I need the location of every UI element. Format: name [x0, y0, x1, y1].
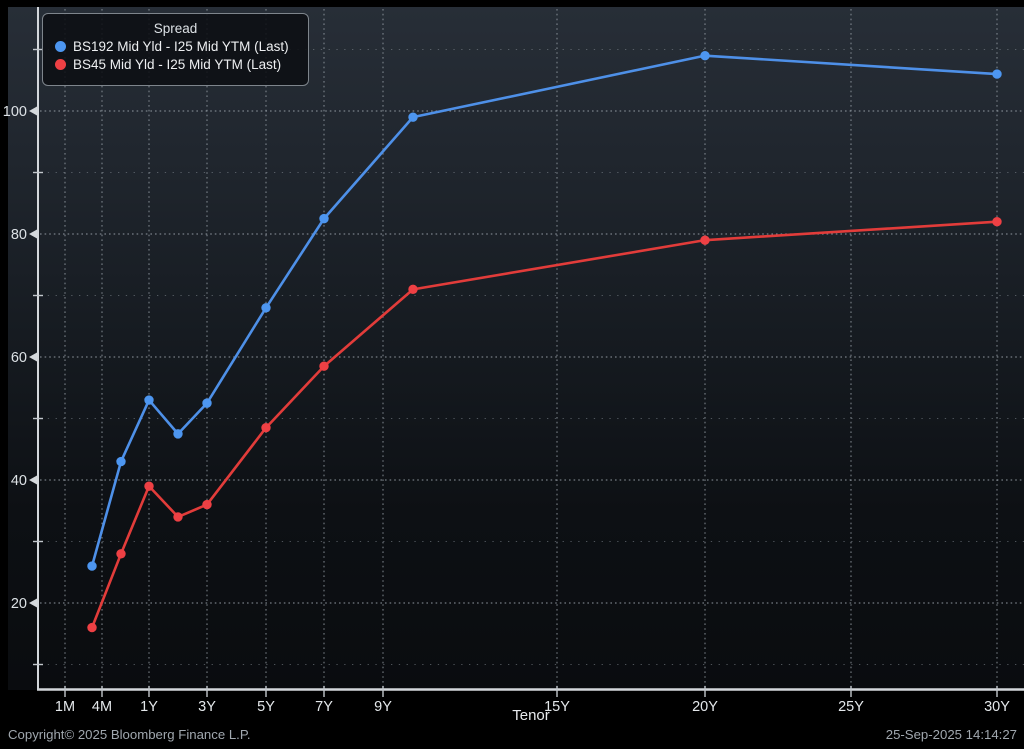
data-point-bs192-6M[interactable]	[116, 456, 126, 467]
legend-entry-bs192[interactable]: BS192 Mid Yld - I25 Mid YTM (Last)	[43, 37, 308, 55]
data-point-bs45-10Y[interactable]	[408, 284, 418, 295]
timestamp-text: 25-Sep-2025 14:14:27	[885, 727, 1017, 742]
y-tick-arrow-icon	[29, 475, 37, 485]
x-tick-label: 3Y	[198, 699, 216, 715]
data-point-bs192-20Y[interactable]	[700, 50, 710, 61]
data-point-bs45-30Y[interactable]	[992, 217, 1002, 227]
y-tick-arrow-icon	[29, 598, 37, 608]
y-tick-arrow-icon	[29, 229, 37, 239]
x-tick-label: 9Y	[374, 699, 392, 715]
data-point-bs45-2Y[interactable]	[173, 512, 183, 522]
data-point-bs45-5Y[interactable]	[261, 423, 271, 433]
data-point-bs192-1Y[interactable]	[144, 395, 154, 405]
x-tick-label: 5Y	[257, 699, 275, 715]
legend-entry-bs45[interactable]: BS45 Mid Yld - I25 Mid YTM (Last)	[43, 55, 308, 73]
legend-entry-label: BS192 Mid Yld - I25 Mid YTM (Last)	[73, 38, 289, 54]
chart-legend[interactable]: Spread BS192 Mid Yld - I25 Mid YTM (Last…	[42, 13, 309, 86]
y-tick-arrow-icon	[29, 352, 37, 362]
x-tick-label: 20Y	[692, 699, 718, 715]
data-point-bs192-3Y[interactable]	[202, 398, 212, 408]
y-tick-label: 80	[11, 227, 27, 243]
y-tick-label: 60	[11, 350, 27, 366]
data-point-bs45-1Y[interactable]	[144, 481, 154, 491]
x-axis-title: Tenor	[512, 707, 550, 724]
data-point-bs45-7Y[interactable]	[319, 361, 329, 371]
series-marker-red-icon	[55, 58, 66, 70]
y-tick-arrow-icon	[29, 106, 37, 116]
x-tick-label: 1M	[55, 699, 75, 715]
y-tick-label: 20	[11, 596, 27, 612]
data-point-bs45-3Y[interactable]	[202, 499, 212, 510]
data-point-bs192-3M[interactable]	[87, 561, 97, 571]
copyright-text: Copyright© 2025 Bloomberg Finance L.P.	[8, 727, 251, 742]
x-tick-label: 7Y	[315, 699, 333, 715]
plot-area[interactable]	[38, 7, 1024, 690]
data-point-bs45-20Y[interactable]	[700, 235, 710, 245]
data-point-bs192-5Y[interactable]	[261, 303, 271, 313]
data-point-bs192-2Y[interactable]	[173, 429, 183, 439]
x-tick-label: 15Y	[544, 699, 570, 715]
legend-title: Spread	[153, 21, 198, 36]
y-tick-label: 100	[3, 104, 27, 120]
series-marker-blue-icon	[55, 40, 66, 52]
x-tick-label: 1Y	[140, 699, 158, 715]
data-point-bs192-7Y[interactable]	[319, 213, 329, 224]
plot-background	[8, 7, 1024, 690]
x-tick-label: 25Y	[838, 699, 864, 715]
legend-entry-label: BS45 Mid Yld - I25 Mid YTM (Last)	[73, 56, 282, 72]
x-tick-label: 4M	[92, 699, 112, 715]
series-line-bs192	[90, 54, 999, 568]
x-tick-label: 30Y	[984, 699, 1010, 715]
data-point-bs192-10Y[interactable]	[408, 112, 418, 122]
series-line-bs45	[90, 220, 999, 629]
data-point-bs45-6M[interactable]	[116, 549, 126, 559]
y-tick-label: 40	[11, 473, 27, 489]
data-point-bs192-30Y[interactable]	[992, 69, 1002, 79]
data-point-bs45-3M[interactable]	[87, 622, 97, 633]
